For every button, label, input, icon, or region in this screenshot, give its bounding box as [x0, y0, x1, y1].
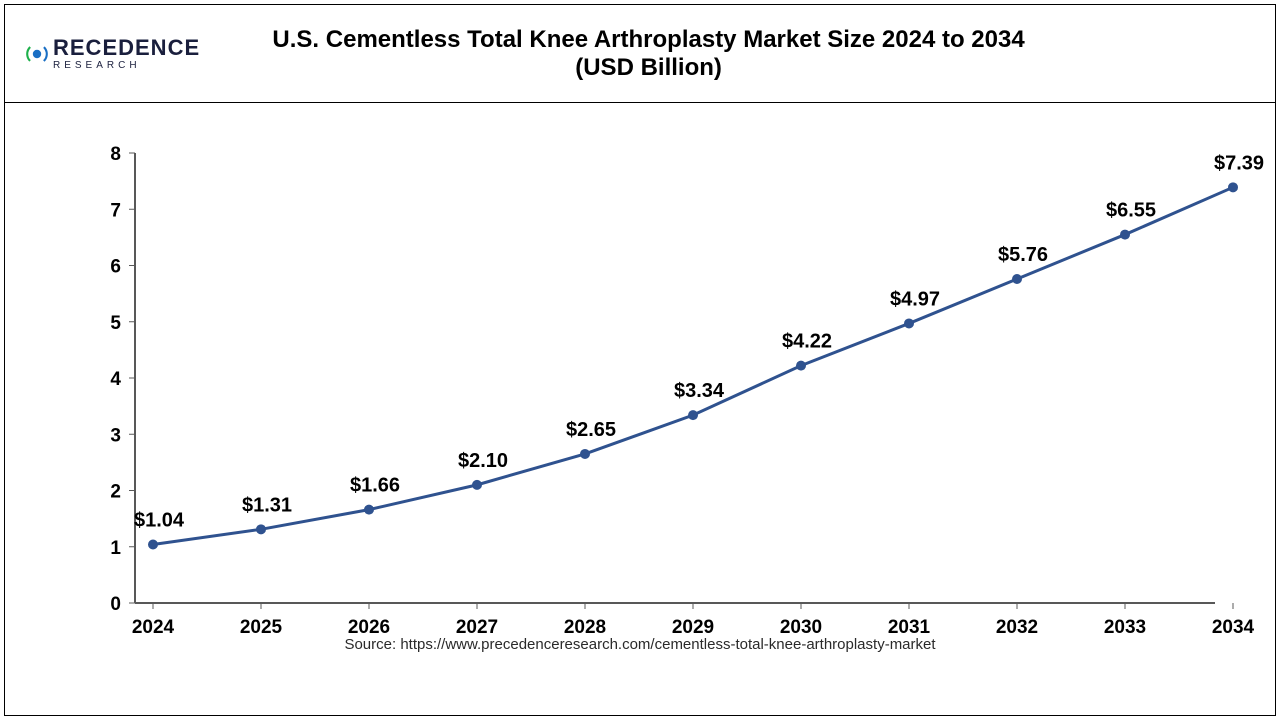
svg-text:4: 4 — [110, 369, 121, 390]
logo-text: RECEDENCE RESEARCH — [53, 37, 200, 71]
chart-area: 0 1 2 3 4 5 6 7 8 2024 2025 2026 2027 2028 2029 2030 203… — [5, 103, 1275, 663]
logo-icon — [23, 40, 51, 68]
svg-text:2029: 2029 — [672, 617, 714, 638]
svg-text:2025: 2025 — [240, 617, 283, 638]
source-text: Source: https://www.precedenceresearch.c… — [5, 636, 1275, 653]
svg-text:$1.66: $1.66 — [350, 475, 400, 497]
svg-text:2: 2 — [110, 482, 121, 503]
svg-text:1: 1 — [110, 538, 121, 559]
svg-text:2030: 2030 — [780, 617, 822, 638]
brand-logo: RECEDENCE RESEARCH — [23, 37, 200, 71]
svg-text:0: 0 — [110, 594, 121, 615]
svg-text:$1.31: $1.31 — [242, 494, 292, 516]
svg-text:$4.22: $4.22 — [782, 331, 832, 353]
svg-text:7: 7 — [110, 200, 121, 221]
svg-text:$7.39: $7.39 — [1214, 152, 1264, 174]
chart-frame: RECEDENCE RESEARCH U.S. Cementless Total… — [4, 4, 1276, 716]
svg-text:2028: 2028 — [564, 617, 606, 638]
svg-text:3: 3 — [110, 425, 121, 446]
line-chart: 0 1 2 3 4 5 6 7 8 2024 2025 2026 2027 2028 2029 2030 203… — [5, 103, 1275, 663]
logo-main: RECEDENCE — [53, 35, 200, 60]
svg-text:$5.76: $5.76 — [998, 244, 1048, 266]
svg-text:$6.55: $6.55 — [1106, 200, 1156, 222]
svg-text:2032: 2032 — [996, 617, 1038, 638]
chart-title: U.S. Cementless Total Knee Arthroplasty … — [200, 26, 1257, 82]
svg-text:$3.34: $3.34 — [674, 380, 725, 402]
svg-text:$4.97: $4.97 — [890, 288, 940, 310]
svg-text:2026: 2026 — [348, 617, 390, 638]
svg-text:$2.65: $2.65 — [566, 419, 616, 441]
svg-text:8: 8 — [110, 144, 121, 165]
svg-text:2033: 2033 — [1104, 617, 1146, 638]
header-band: RECEDENCE RESEARCH U.S. Cementless Total… — [5, 5, 1275, 103]
svg-text:$1.04: $1.04 — [134, 510, 185, 532]
logo-sub: RESEARCH — [53, 61, 200, 71]
svg-text:2027: 2027 — [456, 617, 498, 638]
svg-text:6: 6 — [110, 257, 121, 278]
svg-text:2024: 2024 — [132, 617, 175, 638]
title-line-1: U.S. Cementless Total Knee Arthroplasty … — [200, 26, 1097, 54]
title-line-2: (USD Billion) — [200, 54, 1097, 82]
svg-text:2031: 2031 — [888, 617, 931, 638]
svg-text:5: 5 — [110, 313, 121, 334]
svg-text:$2.10: $2.10 — [458, 450, 508, 472]
svg-text:2034: 2034 — [1212, 617, 1255, 638]
